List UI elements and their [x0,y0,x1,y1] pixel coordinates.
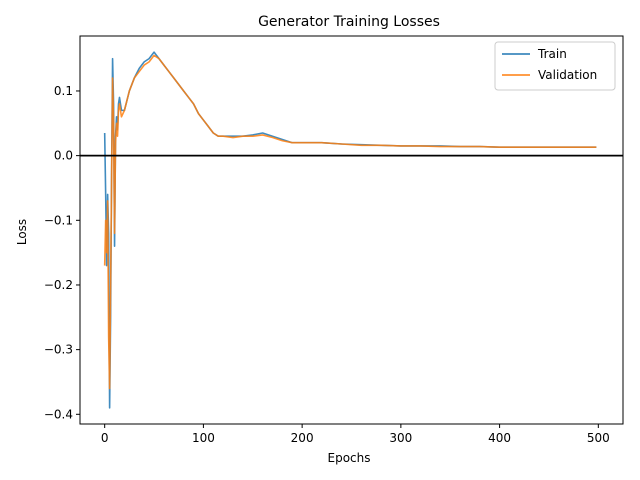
x-tick-label: 200 [291,431,314,445]
series-layer [103,51,597,409]
x-axis-label: Epochs [328,451,371,465]
x-tick-label: 100 [192,431,215,445]
y-tick-label: −0.1 [44,213,73,227]
x-tick-label: 0 [101,431,109,445]
x-tick-label: 400 [488,431,511,445]
x-axis: 0 100 200 300 400 500 [101,424,610,445]
legend: Train Validation [494,41,616,91]
y-axis-label: Loss [15,219,29,245]
y-tick-label: −0.4 [44,407,73,421]
plot-frame [79,35,624,425]
x-tick-label: 500 [587,431,610,445]
legend-label-train: Train [537,47,567,61]
legend-label-validation: Validation [538,68,597,82]
y-tick-label: 0.1 [54,84,73,98]
y-tick-label: −0.3 [44,343,73,357]
series-line-validation [103,54,597,390]
x-tick-label: 300 [389,431,412,445]
y-tick-label: 0.0 [54,149,73,163]
y-tick-label: −0.2 [44,278,73,292]
chart-title: Generator Training Losses [258,14,440,30]
y-axis: −0.4 −0.3 −0.2 −0.1 0.0 0.1 [44,84,80,421]
